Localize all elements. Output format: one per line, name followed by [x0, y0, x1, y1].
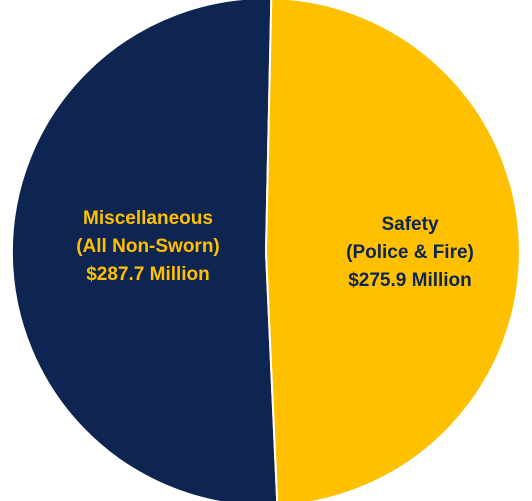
pie-slice-label-line: $287.7 Million	[86, 264, 210, 285]
pie-slice-label-line: $275.9 Million	[348, 270, 472, 291]
pie-slice-label-line: Safety	[381, 214, 438, 235]
pie-labels: Miscellaneous (All Non-Sworn) $287.7 Milli…	[76, 208, 474, 291]
pie-slices	[10, 0, 521, 501]
pie-slice-label-line: Miscellaneous	[83, 208, 213, 229]
pie-slice-1	[264, 0, 521, 501]
pie-slice-label-line: (All Non-Sworn)	[76, 236, 220, 257]
pie-slice-label-line: (Police & Fire)	[346, 242, 474, 263]
pie-slice-0	[10, 0, 279, 501]
pie-slice-label-0: Miscellaneous (All Non-Sworn) $287.7 Milli…	[76, 208, 220, 285]
pie-slice-label-1: Safety (Police & Fire) $275.9 Million	[346, 214, 474, 291]
